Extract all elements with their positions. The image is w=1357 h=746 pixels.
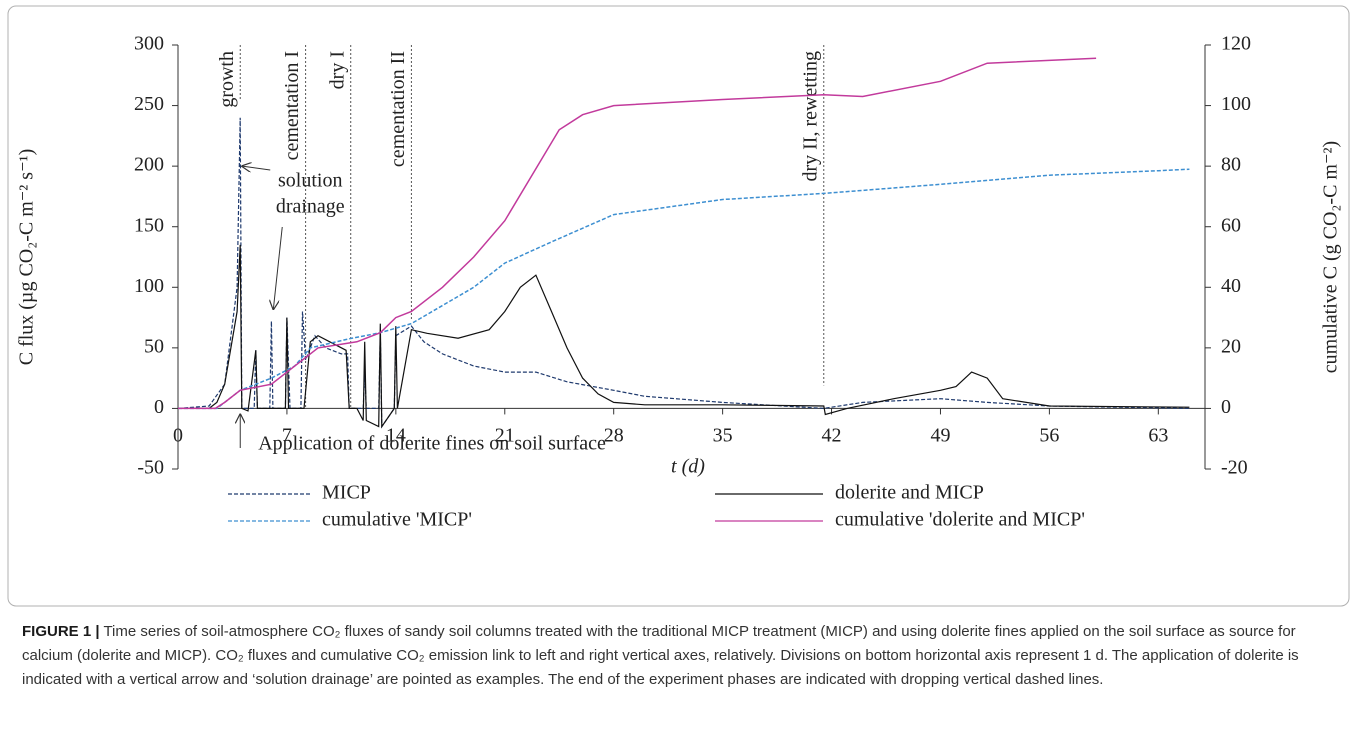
x-tick-label: 35 [713,425,733,447]
x-tick-label: 21 [495,425,515,447]
legend-label: MICP [322,482,371,504]
legend-label: cumulative 'dolerite and MICP' [835,509,1085,531]
y2-tick-label: 40 [1221,275,1241,297]
caption-text: Time series of soil-atmosphere CO₂ fluxe… [22,623,1299,688]
annotation-text: solution [278,170,342,192]
annotation-text: drainage [276,196,345,218]
caption-label: FIGURE 1 | [22,623,100,640]
y2-tick-label: 60 [1221,214,1241,236]
y-tick-label: -50 [137,457,164,479]
phase-label: dry I [326,51,348,89]
y-tick-label: 100 [134,275,164,297]
annotation-arrow [242,166,271,170]
x-tick-label: 49 [930,425,950,447]
x-tick-label: 0 [173,425,183,447]
series-line [178,168,1190,410]
y2-tick-label: 0 [1221,396,1231,418]
x-tick-label: 28 [604,425,624,447]
y2-tick-label: 80 [1221,154,1241,176]
series-line [177,117,1190,429]
phase-label: growth [216,51,238,108]
y2-tick-label: -20 [1221,457,1248,479]
legend-label: dolerite and MICP [835,482,984,504]
y2-tick-label: 20 [1221,335,1241,357]
x-tick-label: 14 [386,425,406,447]
y-tick-label: 150 [134,214,164,236]
y2-axis-title: cumulative C (g CO₂-C m⁻²) [1320,141,1342,373]
annotation-text: Application of dolerite fines on soil su… [258,433,606,455]
annotation-arrow [273,226,283,309]
x-tick-label: 63 [1148,425,1168,447]
y2-tick-label: 100 [1221,93,1251,115]
y-tick-label: 0 [154,396,164,418]
series-line [178,244,1190,429]
x-axis-title: t (d) [671,456,705,478]
y-tick-label: 200 [134,154,164,176]
y-axis-title: C flux (µg CO₂-C m⁻² s⁻¹) [16,149,38,366]
phase-label: cementation II [387,51,409,167]
x-tick-label: 56 [1039,425,1059,447]
figure-frame [7,5,1350,607]
caption: FIGURE 1 | Time series of soil-atmospher… [22,620,1340,692]
x-tick-label: 42 [822,425,842,447]
phase-label: dry II, rewetting [799,51,821,182]
legend-label: cumulative 'MICP' [322,509,472,531]
y-tick-label: 300 [134,33,164,55]
y-tick-label: 250 [134,93,164,115]
series-line [178,57,1097,410]
y-tick-label: 50 [144,335,164,357]
phase-label: cementation I [281,51,303,160]
y2-tick-label: 120 [1221,33,1251,55]
x-tick-label: 7 [282,425,292,447]
